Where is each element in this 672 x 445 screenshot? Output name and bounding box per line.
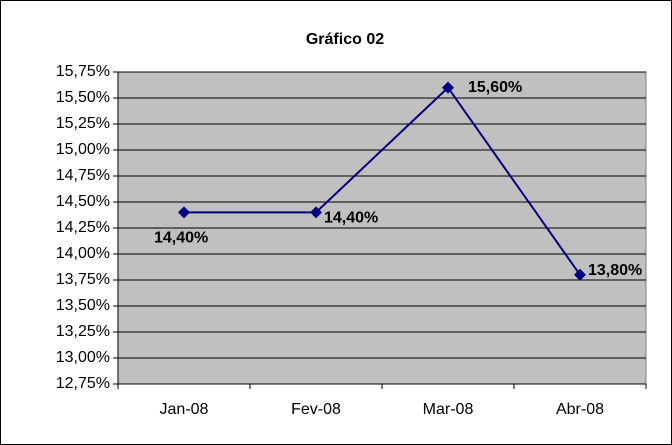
- y-tick-label: 15,50%: [56, 89, 110, 106]
- y-tick-label: 14,00%: [56, 245, 110, 262]
- y-tick-label: 14,25%: [56, 219, 110, 236]
- x-tick-label: Jan-08: [160, 401, 209, 418]
- y-tick-label: 13,25%: [56, 323, 110, 340]
- y-tick-label: 15,75%: [56, 63, 110, 80]
- marker: [442, 81, 454, 94]
- data-label: 14,40%: [324, 210, 378, 227]
- x-tick-label: Abr-08: [556, 401, 604, 418]
- y-tick-label: 14,75%: [56, 167, 110, 184]
- y-tick-label: 15,00%: [56, 141, 110, 158]
- y-tick-label: 13,00%: [56, 349, 110, 366]
- y-tick-label: 14,50%: [56, 193, 110, 210]
- x-tick-label: Mar-08: [423, 401, 474, 418]
- data-label: 15,60%: [468, 79, 522, 96]
- y-tick-label: 13,75%: [56, 271, 110, 288]
- marker: [178, 206, 190, 219]
- data-label: 13,80%: [588, 262, 642, 279]
- data-line: [184, 86, 581, 276]
- chart-title: Gráfico 02: [306, 31, 384, 48]
- y-tick-label: 12,75%: [56, 375, 110, 392]
- y-tick-label: 15,25%: [56, 115, 110, 132]
- data-label: 14,40%: [154, 230, 208, 247]
- x-tick-label: Fev-08: [291, 401, 341, 418]
- y-tick-label: 13,50%: [56, 297, 110, 314]
- marker: [310, 206, 322, 219]
- marker: [574, 268, 586, 281]
